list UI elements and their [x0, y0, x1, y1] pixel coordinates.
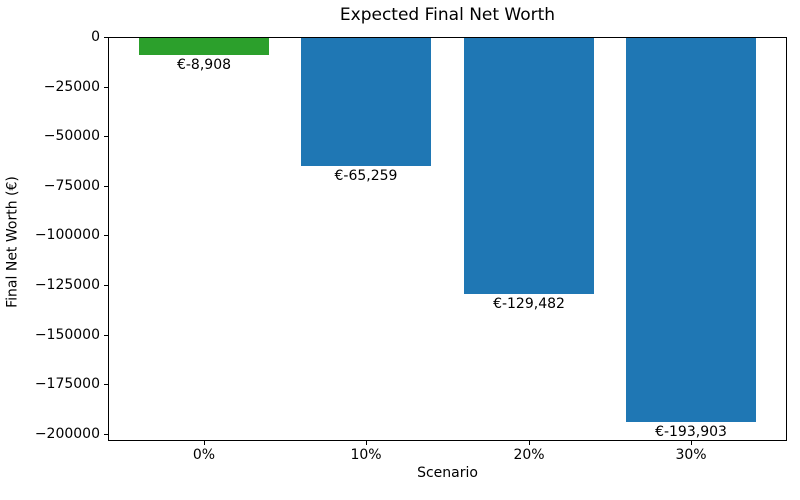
bar-value-label: €-8,908	[176, 57, 232, 73]
y-tick-label: −150000	[34, 327, 100, 343]
y-tick-label: −125000	[34, 277, 100, 293]
y-tick-label: −25000	[43, 79, 100, 95]
y-tick-mark	[104, 37, 108, 38]
y-tick-mark	[104, 434, 108, 435]
y-tick-mark	[104, 335, 108, 336]
y-tick-label: −175000	[34, 376, 100, 392]
y-tick-mark	[104, 285, 108, 286]
y-tick-label: −100000	[34, 227, 100, 243]
bar-value-label: €-65,259	[334, 168, 398, 184]
y-tick-label: −75000	[43, 178, 100, 194]
x-tick-mark	[691, 441, 692, 445]
bar	[301, 38, 431, 166]
y-tick-mark	[104, 384, 108, 385]
plot-area	[108, 37, 787, 441]
bar	[626, 38, 756, 422]
y-tick-mark	[104, 235, 108, 236]
bar	[139, 38, 269, 55]
x-tick-label: 0%	[192, 447, 216, 463]
y-tick-mark	[104, 186, 108, 187]
x-tick-label: 10%	[350, 447, 382, 463]
y-tick-mark	[104, 136, 108, 137]
y-tick-label: 0	[91, 29, 100, 45]
y-tick-mark	[104, 87, 108, 88]
x-axis-label: Scenario	[417, 465, 478, 481]
bar	[464, 38, 594, 294]
bar-value-label: €-129,482	[493, 296, 565, 312]
bar-value-label: €-193,903	[655, 424, 727, 440]
y-tick-label: −200000	[34, 426, 100, 442]
x-tick-label: 30%	[675, 447, 707, 463]
x-tick-mark	[204, 441, 205, 445]
chart-title: Expected Final Net Worth	[339, 5, 556, 25]
y-tick-label: −50000	[43, 128, 100, 144]
x-tick-label: 20%	[513, 447, 545, 463]
x-tick-mark	[529, 441, 530, 445]
x-tick-mark	[366, 441, 367, 445]
